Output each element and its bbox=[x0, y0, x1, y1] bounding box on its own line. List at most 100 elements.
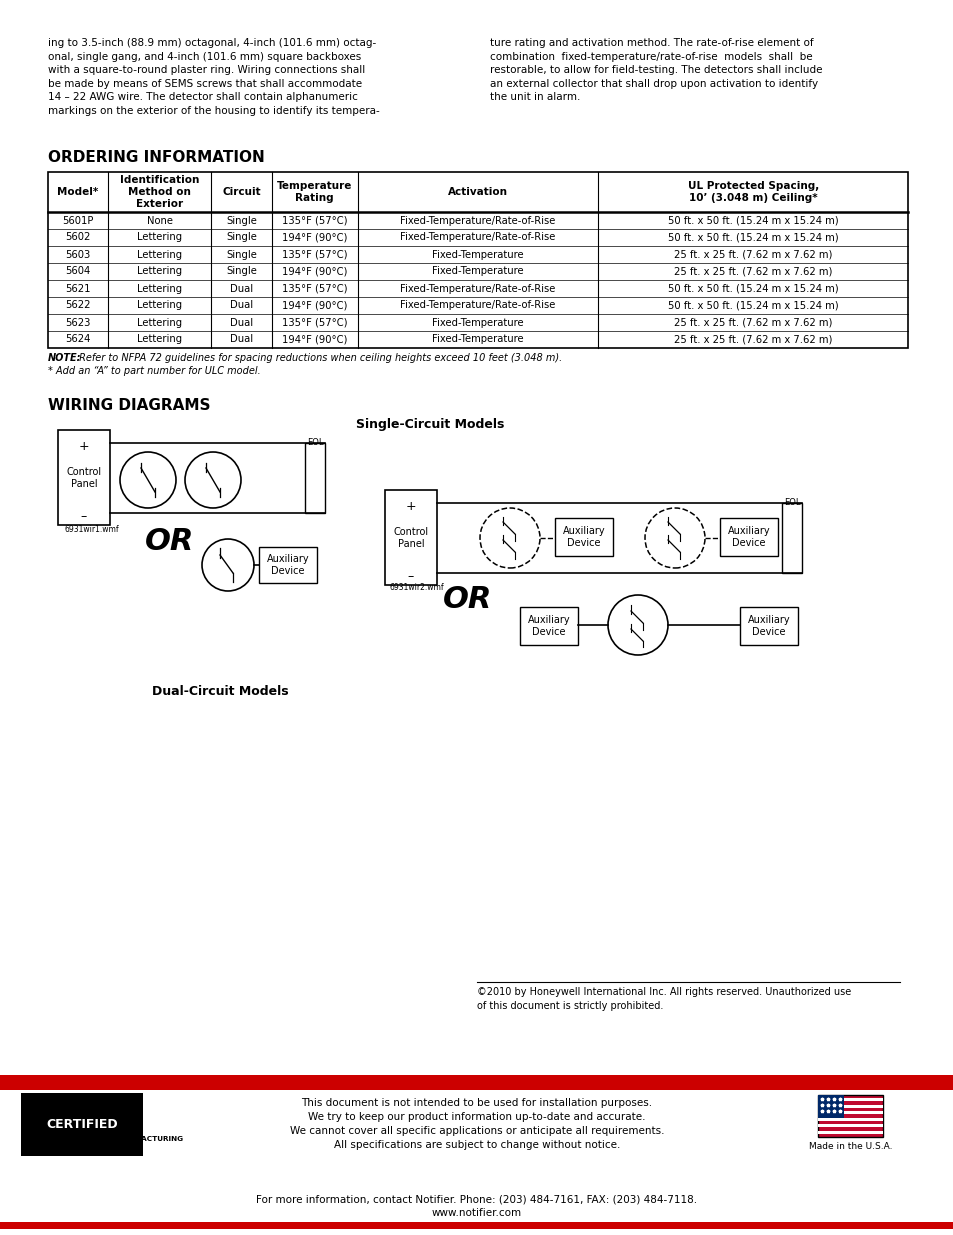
Text: Fixed-Temperature: Fixed-Temperature bbox=[432, 317, 523, 327]
Text: Fixed-Temperature/Rate-of-Rise: Fixed-Temperature/Rate-of-Rise bbox=[400, 300, 555, 310]
Text: For more information, contact Notifier. Phone: (203) 484-7161, FAX: (203) 484-71: For more information, contact Notifier. … bbox=[256, 1194, 697, 1218]
Text: Made in the U.S.A.: Made in the U.S.A. bbox=[808, 1142, 891, 1151]
Text: 50 ft. x 50 ft. (15.24 m x 15.24 m): 50 ft. x 50 ft. (15.24 m x 15.24 m) bbox=[667, 232, 838, 242]
Text: NOTE:: NOTE: bbox=[48, 353, 81, 363]
Text: Fixed-Temperature: Fixed-Temperature bbox=[432, 249, 523, 259]
Text: Dual: Dual bbox=[230, 317, 253, 327]
Text: EOL: EOL bbox=[783, 498, 800, 508]
Text: –: – bbox=[408, 571, 414, 583]
Bar bbox=[817, 1130, 882, 1134]
Text: 25 ft. x 25 ft. (7.62 m x 7.62 m): 25 ft. x 25 ft. (7.62 m x 7.62 m) bbox=[674, 335, 832, 345]
Text: Auxiliary
Device: Auxiliary Device bbox=[562, 526, 604, 548]
Bar bbox=[817, 1112, 882, 1114]
Text: UL Protected Spacing,
10’ (3.048 m) Ceiling*: UL Protected Spacing, 10’ (3.048 m) Ceil… bbox=[687, 180, 818, 204]
Text: OR: OR bbox=[443, 585, 492, 614]
Text: 50 ft. x 50 ft. (15.24 m x 15.24 m): 50 ft. x 50 ft. (15.24 m x 15.24 m) bbox=[667, 284, 838, 294]
Text: Auxiliary
Device: Auxiliary Device bbox=[527, 615, 570, 637]
Text: Lettering: Lettering bbox=[137, 232, 182, 242]
Text: Dual: Dual bbox=[230, 284, 253, 294]
Bar bbox=[781, 503, 801, 573]
Text: +: + bbox=[405, 500, 416, 513]
Text: Refer to NFPA 72 guidelines for spacing reductions when ceiling heights exceed 1: Refer to NFPA 72 guidelines for spacing … bbox=[76, 353, 561, 363]
Text: Single: Single bbox=[226, 232, 256, 242]
Bar bbox=[58, 430, 110, 525]
Text: Lettering: Lettering bbox=[137, 335, 182, 345]
Text: Lettering: Lettering bbox=[137, 284, 182, 294]
Text: 135°F (57°C): 135°F (57°C) bbox=[281, 215, 347, 226]
Text: 25 ft. x 25 ft. (7.62 m x 7.62 m): 25 ft. x 25 ft. (7.62 m x 7.62 m) bbox=[674, 249, 832, 259]
Text: ORDERING INFORMATION: ORDERING INFORMATION bbox=[48, 149, 265, 165]
Text: Model*: Model* bbox=[57, 186, 98, 198]
Bar bbox=[817, 1095, 882, 1137]
Text: 6931wir1.wmf: 6931wir1.wmf bbox=[65, 525, 119, 534]
Text: 6931wir2.wmf: 6931wir2.wmf bbox=[390, 583, 444, 592]
Text: Fixed-Temperature/Rate-of-Rise: Fixed-Temperature/Rate-of-Rise bbox=[400, 215, 555, 226]
Text: 5604: 5604 bbox=[66, 267, 91, 277]
Text: 194°F (90°C): 194°F (90°C) bbox=[282, 232, 347, 242]
Text: ing to 3.5-inch (88.9 mm) octagonal, 4-inch (101.6 mm) octag-
onal, single gang,: ing to 3.5-inch (88.9 mm) octagonal, 4-i… bbox=[48, 38, 379, 116]
Text: –: – bbox=[81, 510, 87, 522]
Text: Lettering: Lettering bbox=[137, 249, 182, 259]
Text: 5603: 5603 bbox=[66, 249, 91, 259]
Text: Dual: Dual bbox=[230, 335, 253, 345]
Text: Single: Single bbox=[226, 249, 256, 259]
Bar bbox=[0, 1074, 953, 1091]
Text: 135°F (57°C): 135°F (57°C) bbox=[281, 249, 347, 259]
Text: OR: OR bbox=[145, 527, 194, 556]
Text: 194°F (90°C): 194°F (90°C) bbox=[282, 267, 347, 277]
Text: 5602: 5602 bbox=[66, 232, 91, 242]
Text: +: + bbox=[78, 440, 90, 453]
Text: Identification
Method on
Exterior: Identification Method on Exterior bbox=[120, 174, 199, 210]
Text: EOL: EOL bbox=[307, 438, 323, 447]
Bar bbox=[555, 517, 613, 556]
Text: CERTIFIED: CERTIFIED bbox=[46, 1118, 117, 1131]
Text: Single: Single bbox=[226, 267, 256, 277]
Text: Control
Panel: Control Panel bbox=[67, 467, 101, 489]
Text: Fixed-Temperature/Rate-of-Rise: Fixed-Temperature/Rate-of-Rise bbox=[400, 284, 555, 294]
Bar bbox=[817, 1095, 843, 1118]
Text: Fixed-Temperature: Fixed-Temperature bbox=[432, 335, 523, 345]
Text: This document is not intended to be used for installation purposes.
We try to ke: This document is not intended to be used… bbox=[290, 1098, 663, 1150]
Text: 25 ft. x 25 ft. (7.62 m x 7.62 m): 25 ft. x 25 ft. (7.62 m x 7.62 m) bbox=[674, 267, 832, 277]
Text: Auxiliary
Device: Auxiliary Device bbox=[727, 526, 769, 548]
Bar bbox=[258, 547, 316, 583]
Text: 135°F (57°C): 135°F (57°C) bbox=[281, 284, 347, 294]
Text: ENGINEERING & MANUFACTURING: ENGINEERING & MANUFACTURING bbox=[46, 1136, 183, 1142]
Text: ISO 9001: ISO 9001 bbox=[48, 1100, 139, 1118]
Bar bbox=[48, 172, 907, 348]
Text: * Add an “A” to part number for ULC model.: * Add an “A” to part number for ULC mode… bbox=[48, 366, 260, 375]
Text: Auxiliary
Device: Auxiliary Device bbox=[267, 553, 309, 577]
Text: 5621: 5621 bbox=[66, 284, 91, 294]
Bar bbox=[0, 1221, 953, 1229]
Text: Fixed-Temperature: Fixed-Temperature bbox=[432, 267, 523, 277]
Text: 5601P: 5601P bbox=[62, 215, 93, 226]
Bar bbox=[740, 606, 797, 645]
Bar bbox=[817, 1098, 882, 1102]
Text: None: None bbox=[147, 215, 172, 226]
Bar bbox=[305, 443, 325, 513]
Bar bbox=[519, 606, 578, 645]
Text: 194°F (90°C): 194°F (90°C) bbox=[282, 300, 347, 310]
Bar bbox=[720, 517, 778, 556]
Bar bbox=[817, 1104, 882, 1108]
Text: Single: Single bbox=[226, 215, 256, 226]
Text: 5623: 5623 bbox=[66, 317, 91, 327]
Text: Circuit: Circuit bbox=[222, 186, 260, 198]
Text: QUALITY SYSTEMS: QUALITY SYSTEMS bbox=[46, 1146, 140, 1155]
Text: 135°F (57°C): 135°F (57°C) bbox=[281, 317, 347, 327]
Bar bbox=[817, 1118, 882, 1121]
Text: Auxiliary
Device: Auxiliary Device bbox=[747, 615, 789, 637]
Text: Temperature
Rating: Temperature Rating bbox=[276, 180, 352, 204]
Text: Control
Panel: Control Panel bbox=[393, 527, 428, 550]
Bar bbox=[385, 490, 436, 585]
Text: 194°F (90°C): 194°F (90°C) bbox=[282, 335, 347, 345]
Text: 25 ft. x 25 ft. (7.62 m x 7.62 m): 25 ft. x 25 ft. (7.62 m x 7.62 m) bbox=[674, 317, 832, 327]
Text: Dual-Circuit Models: Dual-Circuit Models bbox=[152, 685, 288, 698]
Text: 50 ft. x 50 ft. (15.24 m x 15.24 m): 50 ft. x 50 ft. (15.24 m x 15.24 m) bbox=[667, 215, 838, 226]
Text: Dual: Dual bbox=[230, 300, 253, 310]
Text: 50 ft. x 50 ft. (15.24 m x 15.24 m): 50 ft. x 50 ft. (15.24 m x 15.24 m) bbox=[667, 300, 838, 310]
Text: 5622: 5622 bbox=[66, 300, 91, 310]
Text: Single-Circuit Models: Single-Circuit Models bbox=[355, 417, 503, 431]
Text: WIRING DIAGRAMS: WIRING DIAGRAMS bbox=[48, 398, 211, 412]
Text: Activation: Activation bbox=[448, 186, 507, 198]
